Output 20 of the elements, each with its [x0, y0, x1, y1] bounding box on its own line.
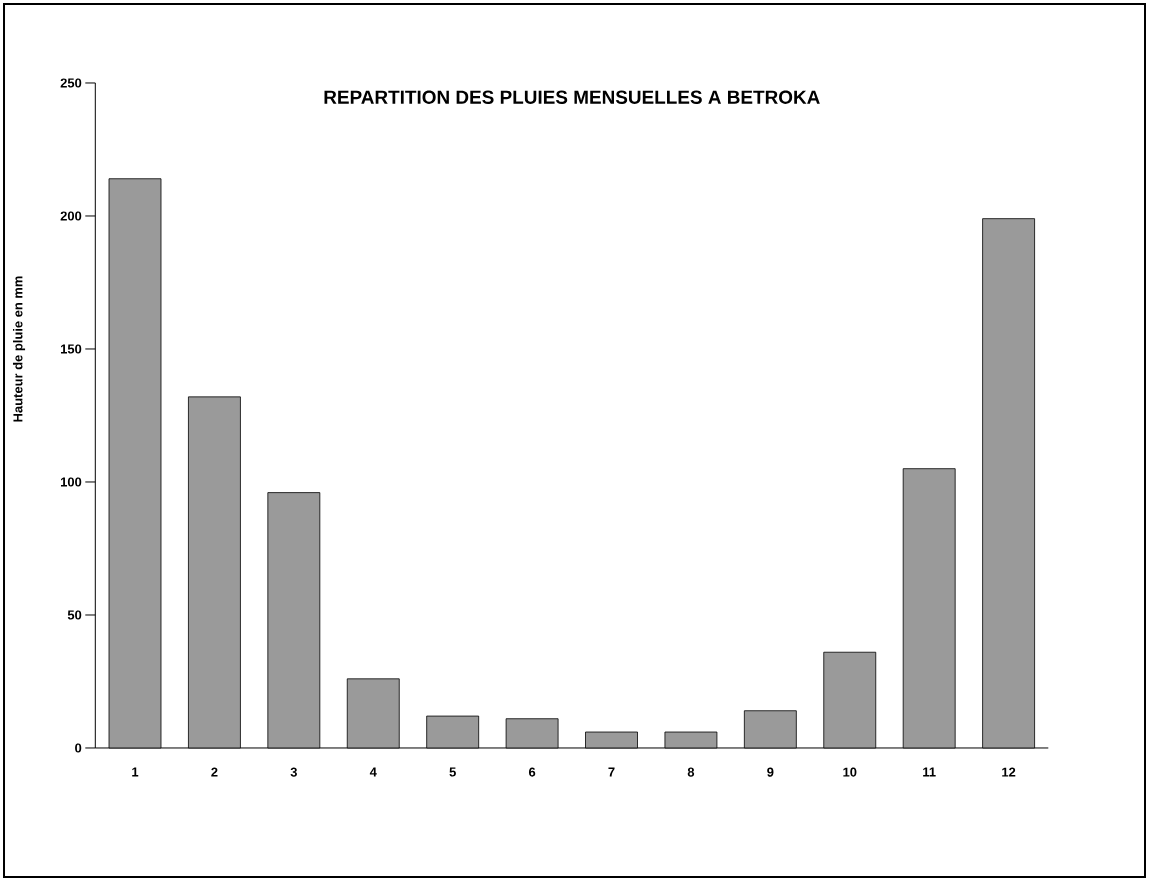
x-tick-label: 3	[290, 767, 297, 777]
x-tick-label: 5	[449, 767, 456, 777]
y-tick-label: 150	[60, 344, 82, 354]
x-tick-label: 9	[767, 767, 774, 777]
x-tick-label: 12	[1002, 767, 1016, 777]
y-tick-label: 200	[60, 211, 82, 221]
y-tick-label: 100	[60, 477, 82, 487]
x-tick-label: 10	[843, 767, 857, 777]
x-tick-label: 2	[211, 767, 218, 777]
x-tick-label: 7	[608, 767, 615, 777]
x-tick-label: 1	[132, 767, 139, 777]
y-tick-label: 0	[75, 743, 82, 753]
y-tick-label: 50	[67, 610, 82, 620]
y-tick-label: 250	[60, 78, 82, 88]
chart-title: REPARTITION DES PLUIES MENSUELLES A BETROKA	[324, 90, 820, 104]
x-tick-label: 11	[923, 767, 936, 777]
y-axis-title: Hauteur de pluie en mm	[12, 276, 26, 422]
x-tick-label: 4	[369, 767, 377, 777]
x-tick-label: 6	[528, 767, 536, 777]
x-tick-label: 8	[687, 767, 695, 777]
